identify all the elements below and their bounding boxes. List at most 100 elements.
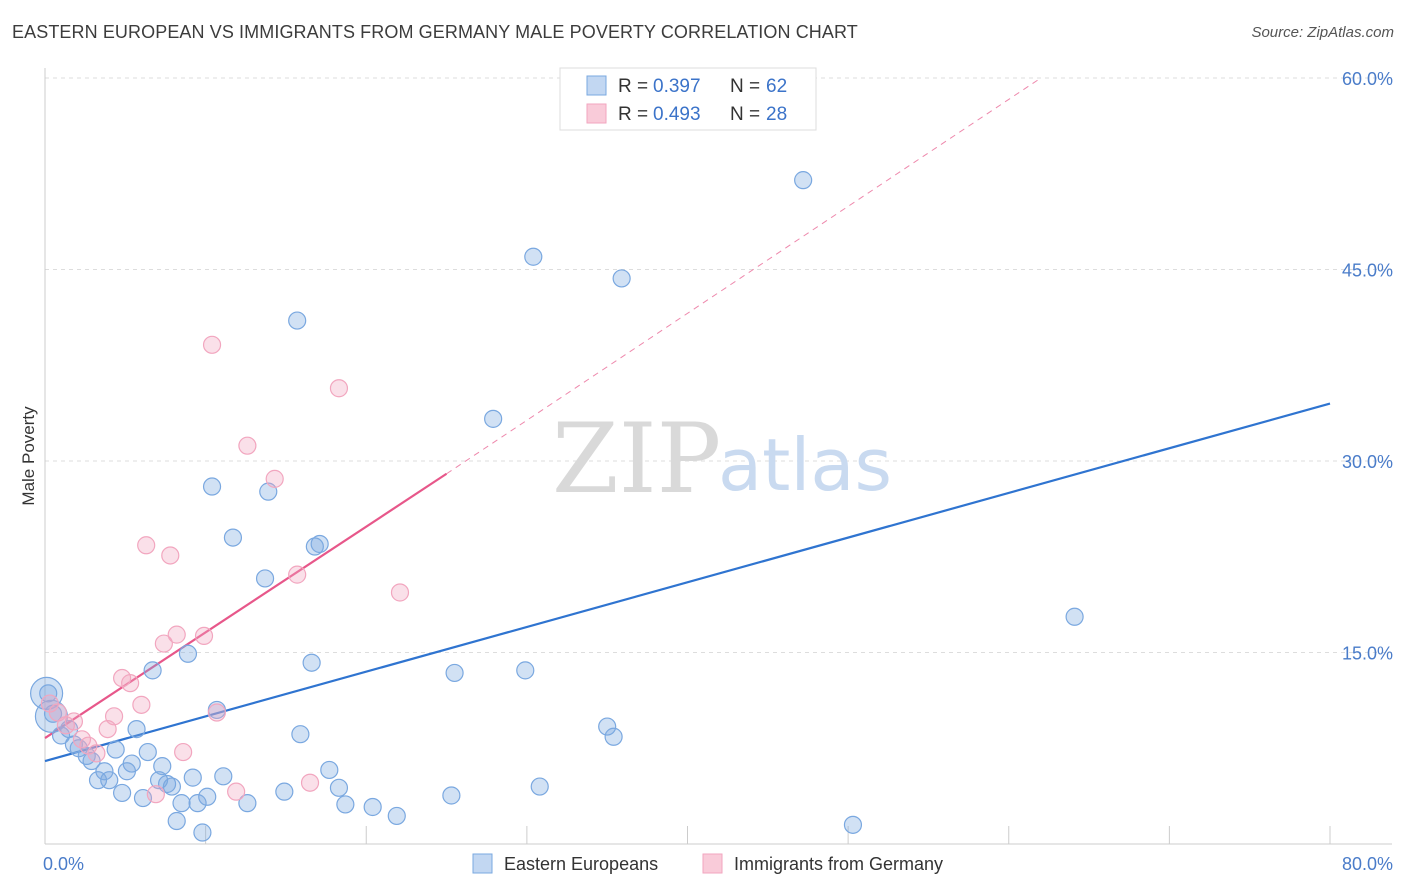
legend-n-label-2: N = bbox=[730, 104, 760, 125]
data-point-0-56 bbox=[612, 269, 631, 288]
data-point-0-39 bbox=[291, 725, 310, 744]
data-point-0-24 bbox=[172, 794, 191, 813]
data-point-0-58 bbox=[843, 815, 863, 834]
legend-n-value-1: 62 bbox=[766, 76, 787, 97]
data-point-0-21 bbox=[157, 774, 177, 794]
data-point-0-40 bbox=[302, 653, 321, 672]
bottom-legend-label-immigrants-germany: Immigrants from Germany bbox=[734, 854, 943, 874]
bottom-legend-swatch-eastern-europeans bbox=[472, 853, 493, 874]
data-point-0-12 bbox=[112, 783, 132, 803]
data-point-1-22 bbox=[238, 436, 257, 455]
data-point-1-27 bbox=[390, 583, 410, 602]
x-tick-label-1: 80.0% bbox=[1342, 854, 1393, 874]
data-point-0-48 bbox=[442, 786, 461, 805]
trend-line-1 bbox=[44, 472, 448, 739]
data-point-0-35 bbox=[255, 569, 275, 588]
data-point-0-55 bbox=[604, 727, 623, 746]
legend-r-label-1: R = bbox=[618, 76, 648, 97]
data-point-1-25 bbox=[300, 773, 320, 792]
data-point-0-27 bbox=[188, 794, 207, 813]
data-point-1-13 bbox=[146, 785, 165, 804]
source-credit: Source: ZipAtlas.com bbox=[1251, 24, 1394, 41]
data-point-0-18 bbox=[143, 661, 162, 680]
data-point-0-54 bbox=[598, 717, 617, 736]
data-point-0-22 bbox=[162, 777, 181, 796]
data-points bbox=[30, 171, 1084, 842]
data-point-1-24 bbox=[288, 565, 307, 584]
data-point-0-37 bbox=[275, 782, 294, 801]
data-point-1-10 bbox=[121, 674, 140, 693]
legend: R = 0.397 N = 62 R = 0.493 N = 28 bbox=[559, 67, 817, 131]
legend-swatch-eastern-europeans bbox=[586, 75, 607, 96]
data-point-0-30 bbox=[202, 477, 222, 496]
data-point-0-25 bbox=[178, 644, 198, 663]
data-point-1-6 bbox=[87, 744, 106, 763]
trend-line-0 bbox=[44, 402, 1331, 763]
data-point-1-3 bbox=[64, 712, 84, 731]
data-point-0-14 bbox=[122, 754, 141, 773]
bottom-legend-swatch-immigrants-germany bbox=[702, 853, 723, 874]
data-point-0-33 bbox=[223, 528, 243, 547]
tick-labels: 15.0% 30.0% 45.0% 60.0% 0.0% 80.0% bbox=[43, 69, 1393, 874]
trend-lines bbox=[44, 77, 1331, 763]
chart-title: EASTERN EUROPEAN VS IMMIGRANTS FROM GERM… bbox=[12, 22, 858, 42]
data-point-0-28 bbox=[193, 823, 212, 842]
legend-n-label-1: N = bbox=[730, 76, 760, 97]
data-point-1-15 bbox=[161, 546, 180, 565]
data-point-0-47 bbox=[387, 806, 406, 826]
data-point-0-51 bbox=[516, 661, 535, 680]
data-point-1-23 bbox=[265, 469, 284, 488]
data-point-1-16 bbox=[167, 625, 186, 644]
data-point-1-20 bbox=[207, 703, 226, 722]
legend-r-value-2: 0.493 bbox=[653, 104, 701, 125]
y-axis-label: Male Poverty bbox=[19, 406, 38, 506]
data-point-0-53 bbox=[530, 777, 549, 796]
data-point-0-11 bbox=[106, 740, 125, 759]
data-point-0-29 bbox=[198, 787, 217, 806]
data-point-0-23 bbox=[167, 811, 186, 831]
data-point-0-43 bbox=[320, 760, 339, 780]
y-tick-label-3: 60.0% bbox=[1342, 69, 1393, 89]
data-point-0-50 bbox=[484, 409, 503, 428]
x-tick-label-0: 0.0% bbox=[43, 854, 84, 874]
data-point-0-46 bbox=[363, 797, 382, 817]
trend-line-extension-1 bbox=[446, 77, 1042, 475]
data-point-1-8 bbox=[104, 707, 124, 726]
data-point-1-19 bbox=[202, 335, 222, 354]
data-point-1-17 bbox=[174, 742, 193, 762]
data-point-0-38 bbox=[288, 311, 307, 330]
bottom-legend-label-eastern-europeans: Eastern Europeans bbox=[504, 854, 658, 874]
data-point-1-26 bbox=[329, 379, 349, 398]
legend-r-label-2: R = bbox=[618, 104, 648, 125]
data-point-large-0-0 bbox=[30, 676, 64, 710]
data-point-1-11 bbox=[132, 695, 151, 714]
watermark-atlas: atlas bbox=[718, 423, 892, 507]
data-point-0-32 bbox=[214, 767, 233, 786]
data-point-0-17 bbox=[138, 742, 157, 762]
y-tick-label-1: 30.0% bbox=[1342, 452, 1393, 472]
data-point-0-57 bbox=[794, 171, 813, 190]
data-point-0-52 bbox=[524, 247, 543, 266]
data-point-0-15 bbox=[127, 719, 146, 739]
legend-swatch-immigrants-germany bbox=[586, 103, 607, 124]
watermark-zip: ZIP bbox=[552, 403, 721, 515]
data-point-0-34 bbox=[238, 794, 257, 813]
data-point-0-59 bbox=[1065, 607, 1084, 626]
y-tick-label-2: 45.0% bbox=[1342, 261, 1393, 281]
legend-r-value-1: 0.397 bbox=[653, 76, 701, 97]
data-point-0-42 bbox=[310, 534, 329, 554]
legend-n-value-2: 28 bbox=[766, 104, 787, 125]
data-point-0-45 bbox=[336, 795, 355, 814]
bottom-legend: Eastern Europeans Immigrants from German… bbox=[472, 853, 943, 874]
data-point-1-14 bbox=[154, 634, 173, 653]
data-point-0-10 bbox=[100, 771, 119, 790]
data-point-0-49 bbox=[445, 663, 464, 683]
grid-lines bbox=[45, 77, 1392, 653]
data-point-0-26 bbox=[183, 768, 202, 787]
data-point-0-20 bbox=[153, 757, 172, 776]
data-point-0-44 bbox=[329, 778, 349, 797]
data-point-0-41 bbox=[305, 537, 324, 556]
data-point-1-18 bbox=[194, 626, 214, 646]
y-tick-label-0: 15.0% bbox=[1342, 644, 1393, 664]
